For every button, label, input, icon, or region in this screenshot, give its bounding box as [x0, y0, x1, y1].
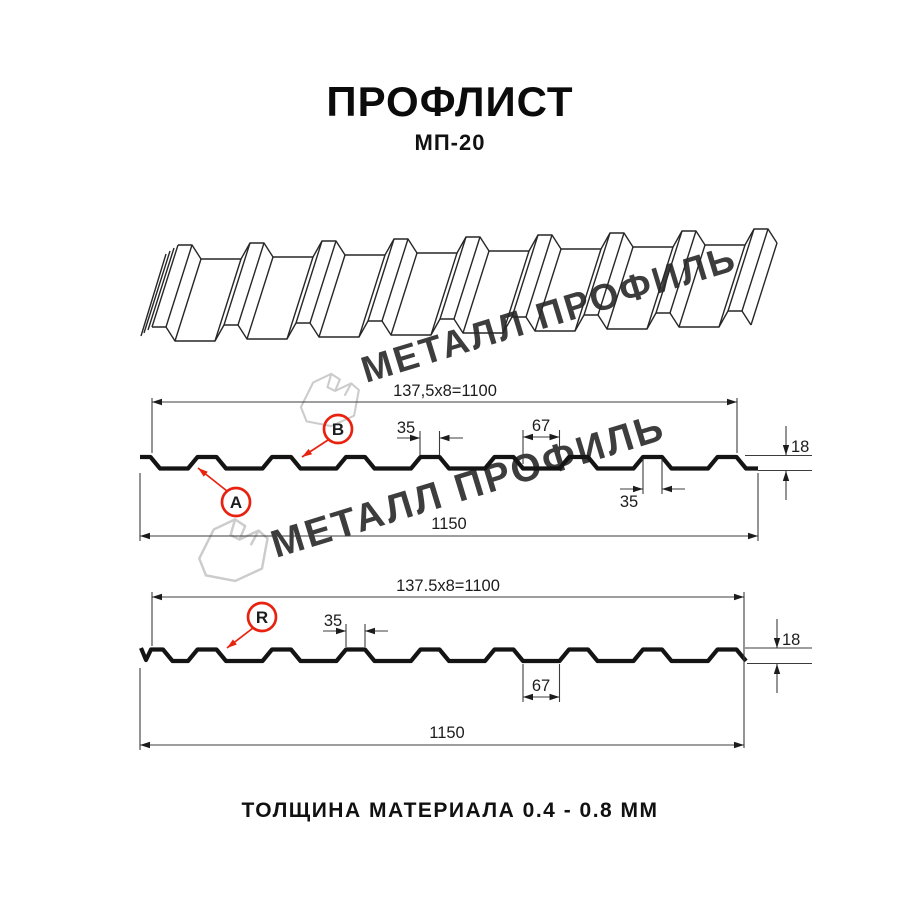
sheet-3d-cut-end — [140, 247, 175, 337]
callout-b: B — [301, 413, 354, 458]
dim-label-crest-35: 35 — [324, 612, 342, 630]
profile-r-cross-section: 137.5x8=1100 35 67 18 1150 — [139, 577, 812, 750]
dim-label-height-18: 18 — [782, 631, 800, 649]
dim-total-width: 1150 — [139, 668, 744, 750]
dim-label-crest-35-bottom: 35 — [620, 493, 638, 511]
dim-crest-width-top: 35 — [397, 419, 463, 455]
callout-r-circle — [246, 601, 278, 633]
dim-total-width: 1150 — [139, 473, 759, 541]
metall-profil-logo-icon — [198, 518, 269, 583]
callout-b-label: B — [332, 420, 344, 439]
dim-label-module-width: 137,5x8=1100 — [393, 382, 497, 400]
dim-height-18: 18 — [745, 426, 812, 500]
watermark-text: МЕТАЛЛ ПРОФИЛЬ — [266, 406, 670, 567]
dim-crest-width-bottom: 35 — [620, 459, 685, 511]
callout-a-circle — [220, 486, 252, 518]
callout-a: A — [197, 467, 252, 518]
dim-label-valley-67: 67 — [532, 417, 550, 435]
dim-valley-width: 67 — [522, 417, 561, 464]
dim-label-valley-67: 67 — [532, 677, 550, 695]
dim-label-total-1150: 1150 — [429, 724, 464, 742]
callout-b-circle — [322, 413, 354, 445]
dim-crest-width: 35 — [323, 612, 388, 647]
sheet-3d-drawing — [140, 228, 778, 342]
watermark-lower: МЕТАЛЛ ПРОФИЛЬ — [198, 406, 670, 583]
callout-r: R — [226, 601, 278, 649]
dim-label-total-1150: 1150 — [431, 515, 466, 533]
profile-a-outline — [140, 454, 758, 471]
watermark-upper: МЕТАЛЛ ПРОФИЛЬ — [299, 237, 742, 428]
material-thickness-note: ТОЛЩИНА МАТЕРИАЛА 0.4 - 0.8 ММ — [241, 799, 658, 822]
dim-valley-width: 67 — [522, 664, 561, 702]
profile-r-outline — [139, 647, 748, 664]
profile-a-cross-section: 137,5x8=1100 35 67 35 18 — [139, 382, 812, 541]
metall-profil-logo-icon — [299, 372, 360, 428]
dim-module-width-top: 137.5x8=1100 — [151, 577, 745, 748]
page-title: ПРОФЛИСТ — [326, 78, 573, 125]
callout-a-label: A — [230, 493, 242, 512]
dim-height-18: 18 — [745, 619, 812, 693]
dim-module-width-top: 137,5x8=1100 — [151, 382, 738, 453]
dim-label-module-width: 137.5x8=1100 — [396, 577, 500, 595]
sheet-3d-rib-lines — [151, 228, 778, 342]
dim-label-crest-35: 35 — [397, 419, 415, 437]
callout-r-label: R — [256, 608, 268, 627]
dim-label-height-18: 18 — [791, 438, 809, 456]
page-subtitle: МП-20 — [415, 130, 486, 155]
